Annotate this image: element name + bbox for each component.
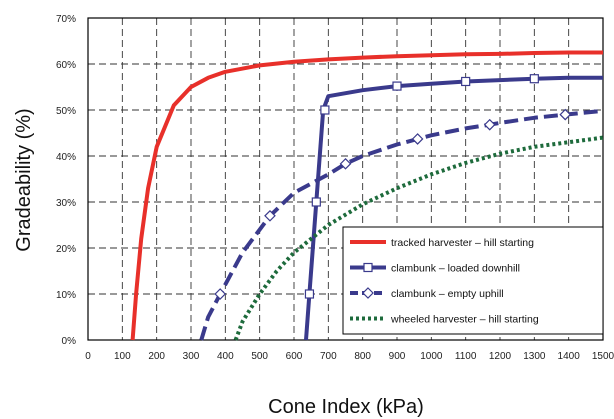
series-line-1 — [130, 50, 603, 341]
legend-marker — [362, 287, 374, 299]
x-tick-label: 1500 — [592, 351, 614, 362]
y-tick-label: 10% — [56, 290, 76, 301]
x-tick-label: 1300 — [523, 351, 546, 362]
x-tick-label: 1100 — [455, 351, 477, 362]
x-tick-label: 400 — [217, 351, 234, 362]
y-tick-label: 30% — [56, 198, 76, 209]
legend-label: tracked harvester – hill starting — [391, 237, 534, 249]
series-line-3 — [199, 108, 604, 341]
series-2-marker — [392, 81, 402, 91]
series-2-marker — [320, 105, 330, 115]
legend-marker — [363, 262, 373, 273]
legend: tracked harvester – hill starting clambun… — [342, 226, 604, 335]
x-tick-label: 0 — [85, 351, 91, 362]
plot-frame — [87, 17, 604, 341]
legend-label: wheeled harvester – hill starting — [390, 314, 539, 326]
series-2-marker — [461, 76, 471, 87]
series-3-marker — [483, 118, 496, 131]
x-tick-label: 800 — [354, 351, 371, 362]
series-3-marker — [339, 157, 352, 170]
y-tick-label: 70% — [56, 14, 76, 25]
series-3-marker — [559, 108, 572, 121]
y-axis-ticks: 0% 10% 20% 30% 40% 50% 60% 70% — [56, 14, 76, 347]
x-tick-label: 1400 — [558, 351, 581, 362]
y-tick-label: 40% — [56, 152, 76, 163]
x-tick-label: 600 — [286, 351, 303, 362]
x-tick-label: 1000 — [420, 351, 443, 362]
y-tick-label: 60% — [56, 60, 76, 71]
legend-label: clambunk – loaded downhill — [391, 263, 520, 275]
y-tick-label: 50% — [56, 106, 76, 117]
x-tick-label: 300 — [183, 351, 200, 362]
series-line-4 — [233, 135, 604, 341]
markers-layer — [214, 74, 572, 300]
x-tick-label: 500 — [251, 351, 268, 362]
x-tick-label: 200 — [148, 351, 165, 362]
series-3-marker — [264, 209, 276, 222]
x-axis-label: Cone Index (kPa) — [268, 396, 424, 418]
series-3-marker — [214, 288, 227, 300]
series-3-marker — [411, 133, 424, 145]
legend-label: clambunk – empty uphill — [391, 288, 504, 300]
series-2-marker — [311, 197, 321, 207]
y-tick-label: 20% — [56, 244, 76, 255]
x-tick-label: 700 — [320, 351, 337, 362]
series-2-marker — [529, 74, 539, 84]
x-tick-label: 100 — [114, 351, 131, 362]
legend-box — [342, 226, 604, 335]
x-axis-ticks: 0 100 200 300 400 500 600 700 800 900 1000 1100 1200… — [85, 351, 614, 362]
x-tick-label: 1200 — [489, 351, 512, 362]
x-tick-label: 900 — [389, 351, 406, 362]
series-2-marker — [304, 289, 315, 299]
y-axis-label: Gradeability (%) — [13, 108, 35, 251]
y-tick-label: 0% — [62, 336, 77, 347]
